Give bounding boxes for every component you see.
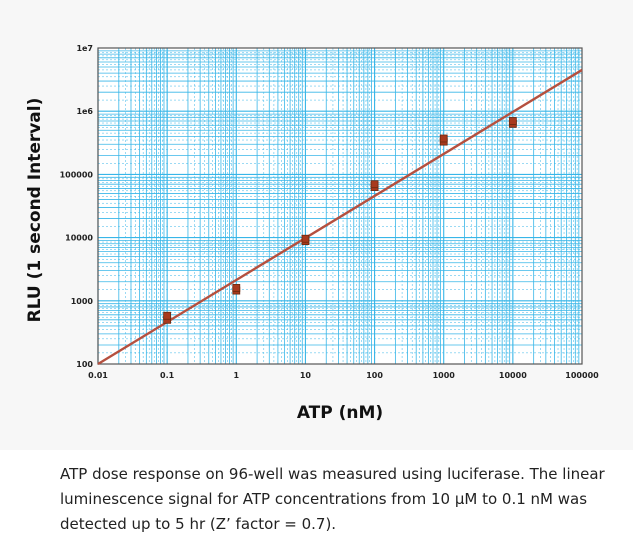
fit-line xyxy=(97,68,583,366)
y-axis-label: RLU (1 second Interval) xyxy=(25,98,45,323)
x-tick-label: 0.1 xyxy=(160,371,175,380)
atp-dose-response-chart: 0.01 0.1 1 10 100 1000 10000 100000 100 1000 10000… xyxy=(25,44,599,423)
y-tick-label: 1e6 xyxy=(76,107,93,116)
x-tick-label: 10 xyxy=(300,371,312,380)
y-tick-label: 100000 xyxy=(60,170,94,179)
data-point xyxy=(370,180,379,189)
data-point xyxy=(163,311,172,320)
x-tick-label: 100000 xyxy=(565,371,599,380)
plot-frame xyxy=(97,47,583,365)
x-axis-label: ATP (nM) xyxy=(297,403,383,423)
data-point xyxy=(301,234,310,243)
x-tick-label: 0.01 xyxy=(88,371,108,380)
y-tick-label: 1000 xyxy=(71,297,94,306)
figure-caption: ATP dose response on 96-well was measure… xyxy=(60,465,605,533)
y-tick-label: 1e7 xyxy=(76,44,93,53)
figure-panel: 0.01 0.1 1 10 100 1000 10000 100000 100 1000 10000… xyxy=(25,44,600,423)
x-tick-label: 1 xyxy=(233,371,239,380)
data-point xyxy=(232,283,241,292)
y-tick-label: 100 xyxy=(76,360,93,369)
x-tick-label: 100 xyxy=(366,371,383,380)
x-tick-label: 10000 xyxy=(499,371,527,380)
x-tick-label: 1000 xyxy=(433,371,456,380)
y-tick-label: 10000 xyxy=(65,234,93,243)
data-point xyxy=(508,117,517,125)
data-point xyxy=(439,134,448,143)
plot-area xyxy=(98,48,582,364)
